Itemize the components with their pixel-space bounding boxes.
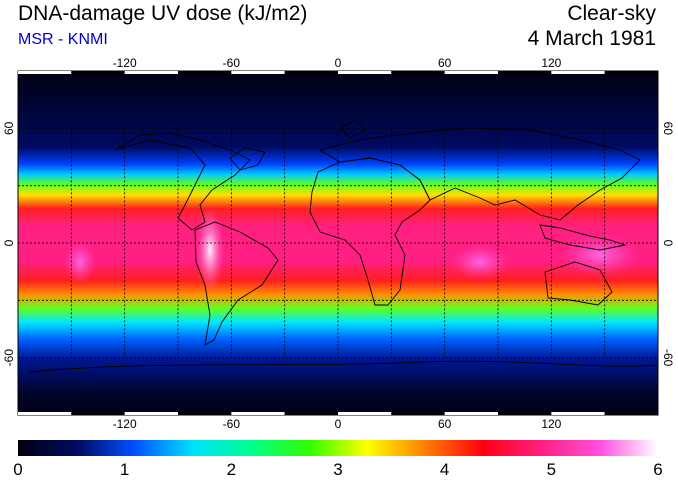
frame-tick	[71, 71, 125, 74]
sky-condition-label: Clear-sky	[567, 2, 656, 25]
frame-tick	[498, 71, 552, 74]
frame-tick	[178, 412, 232, 415]
frame-tick	[604, 412, 658, 415]
lat-tick-label: -60	[661, 349, 675, 367]
frame-tick	[231, 412, 285, 415]
colorbar-tick-label: 3	[333, 460, 342, 479]
lon-tick-label: -60	[223, 56, 241, 70]
frame-tick	[551, 412, 605, 415]
frame-ticks	[18, 71, 658, 415]
lon-tick-label: -60	[223, 417, 241, 431]
lon-tick-label: -120	[113, 417, 137, 431]
frame-tick	[551, 71, 605, 74]
frame-tick	[178, 71, 232, 74]
frame-tick	[284, 71, 338, 74]
frame-tick	[284, 412, 338, 415]
andes-high-uv	[196, 208, 224, 292]
date-label: 4 March 1981	[527, 27, 656, 50]
lon-tick-label: 120	[541, 56, 561, 70]
frame-tick	[124, 412, 178, 415]
lon-labels-top: -120 -60 0 60 120	[113, 56, 562, 70]
graticule	[18, 127, 658, 359]
lon-tick-label: 0	[335, 417, 342, 431]
frame-tick	[338, 412, 392, 415]
lat-tick-label: 60	[2, 121, 16, 135]
lon-tick-label: -120	[113, 56, 137, 70]
colorbar-labels: 0 1 2 3 4 5 6	[13, 460, 662, 479]
frame-tick	[18, 412, 72, 415]
colorbar	[18, 440, 658, 456]
frame-tick	[444, 412, 498, 415]
frame-tick	[604, 71, 658, 74]
lon-labels-bottom: -120 -60 0 60 120	[113, 417, 562, 431]
colorbar-tick-label: 2	[227, 460, 236, 479]
frame-tick	[231, 71, 285, 74]
lon-tick-label: 60	[438, 417, 452, 431]
frame-tick	[71, 412, 125, 415]
frame-tick	[18, 71, 72, 74]
lon-tick-label: 120	[541, 417, 561, 431]
map-title: DNA-damage UV dose (kJ/m2)	[18, 2, 308, 25]
lat-tick-label: -60	[2, 349, 16, 367]
lat-tick-label: 60	[661, 122, 675, 136]
lat-labels-right: 60 0 -60	[661, 122, 675, 367]
lat-tick-label: 0	[661, 240, 675, 247]
lat-labels-left: 60 0 -60	[2, 121, 16, 366]
frame-tick	[391, 71, 445, 74]
colorbar-tick-label: 4	[440, 460, 449, 479]
coastlines	[29, 119, 658, 373]
frame-tick	[391, 412, 445, 415]
frame-tick	[124, 71, 178, 74]
source-label: MSR - KNMI	[18, 31, 108, 48]
frame-tick	[338, 71, 392, 74]
colorbar-tick-label: 5	[547, 460, 556, 479]
lon-tick-label: 0	[335, 56, 342, 70]
lon-tick-label: 60	[438, 56, 452, 70]
colorbar-tick-label: 1	[120, 460, 129, 479]
frame-tick	[444, 71, 498, 74]
lat-tick-label: 0	[2, 239, 16, 246]
colorbar-tick-label: 6	[653, 460, 662, 479]
colorbar-tick-label: 0	[13, 460, 22, 479]
frame-tick	[498, 412, 552, 415]
